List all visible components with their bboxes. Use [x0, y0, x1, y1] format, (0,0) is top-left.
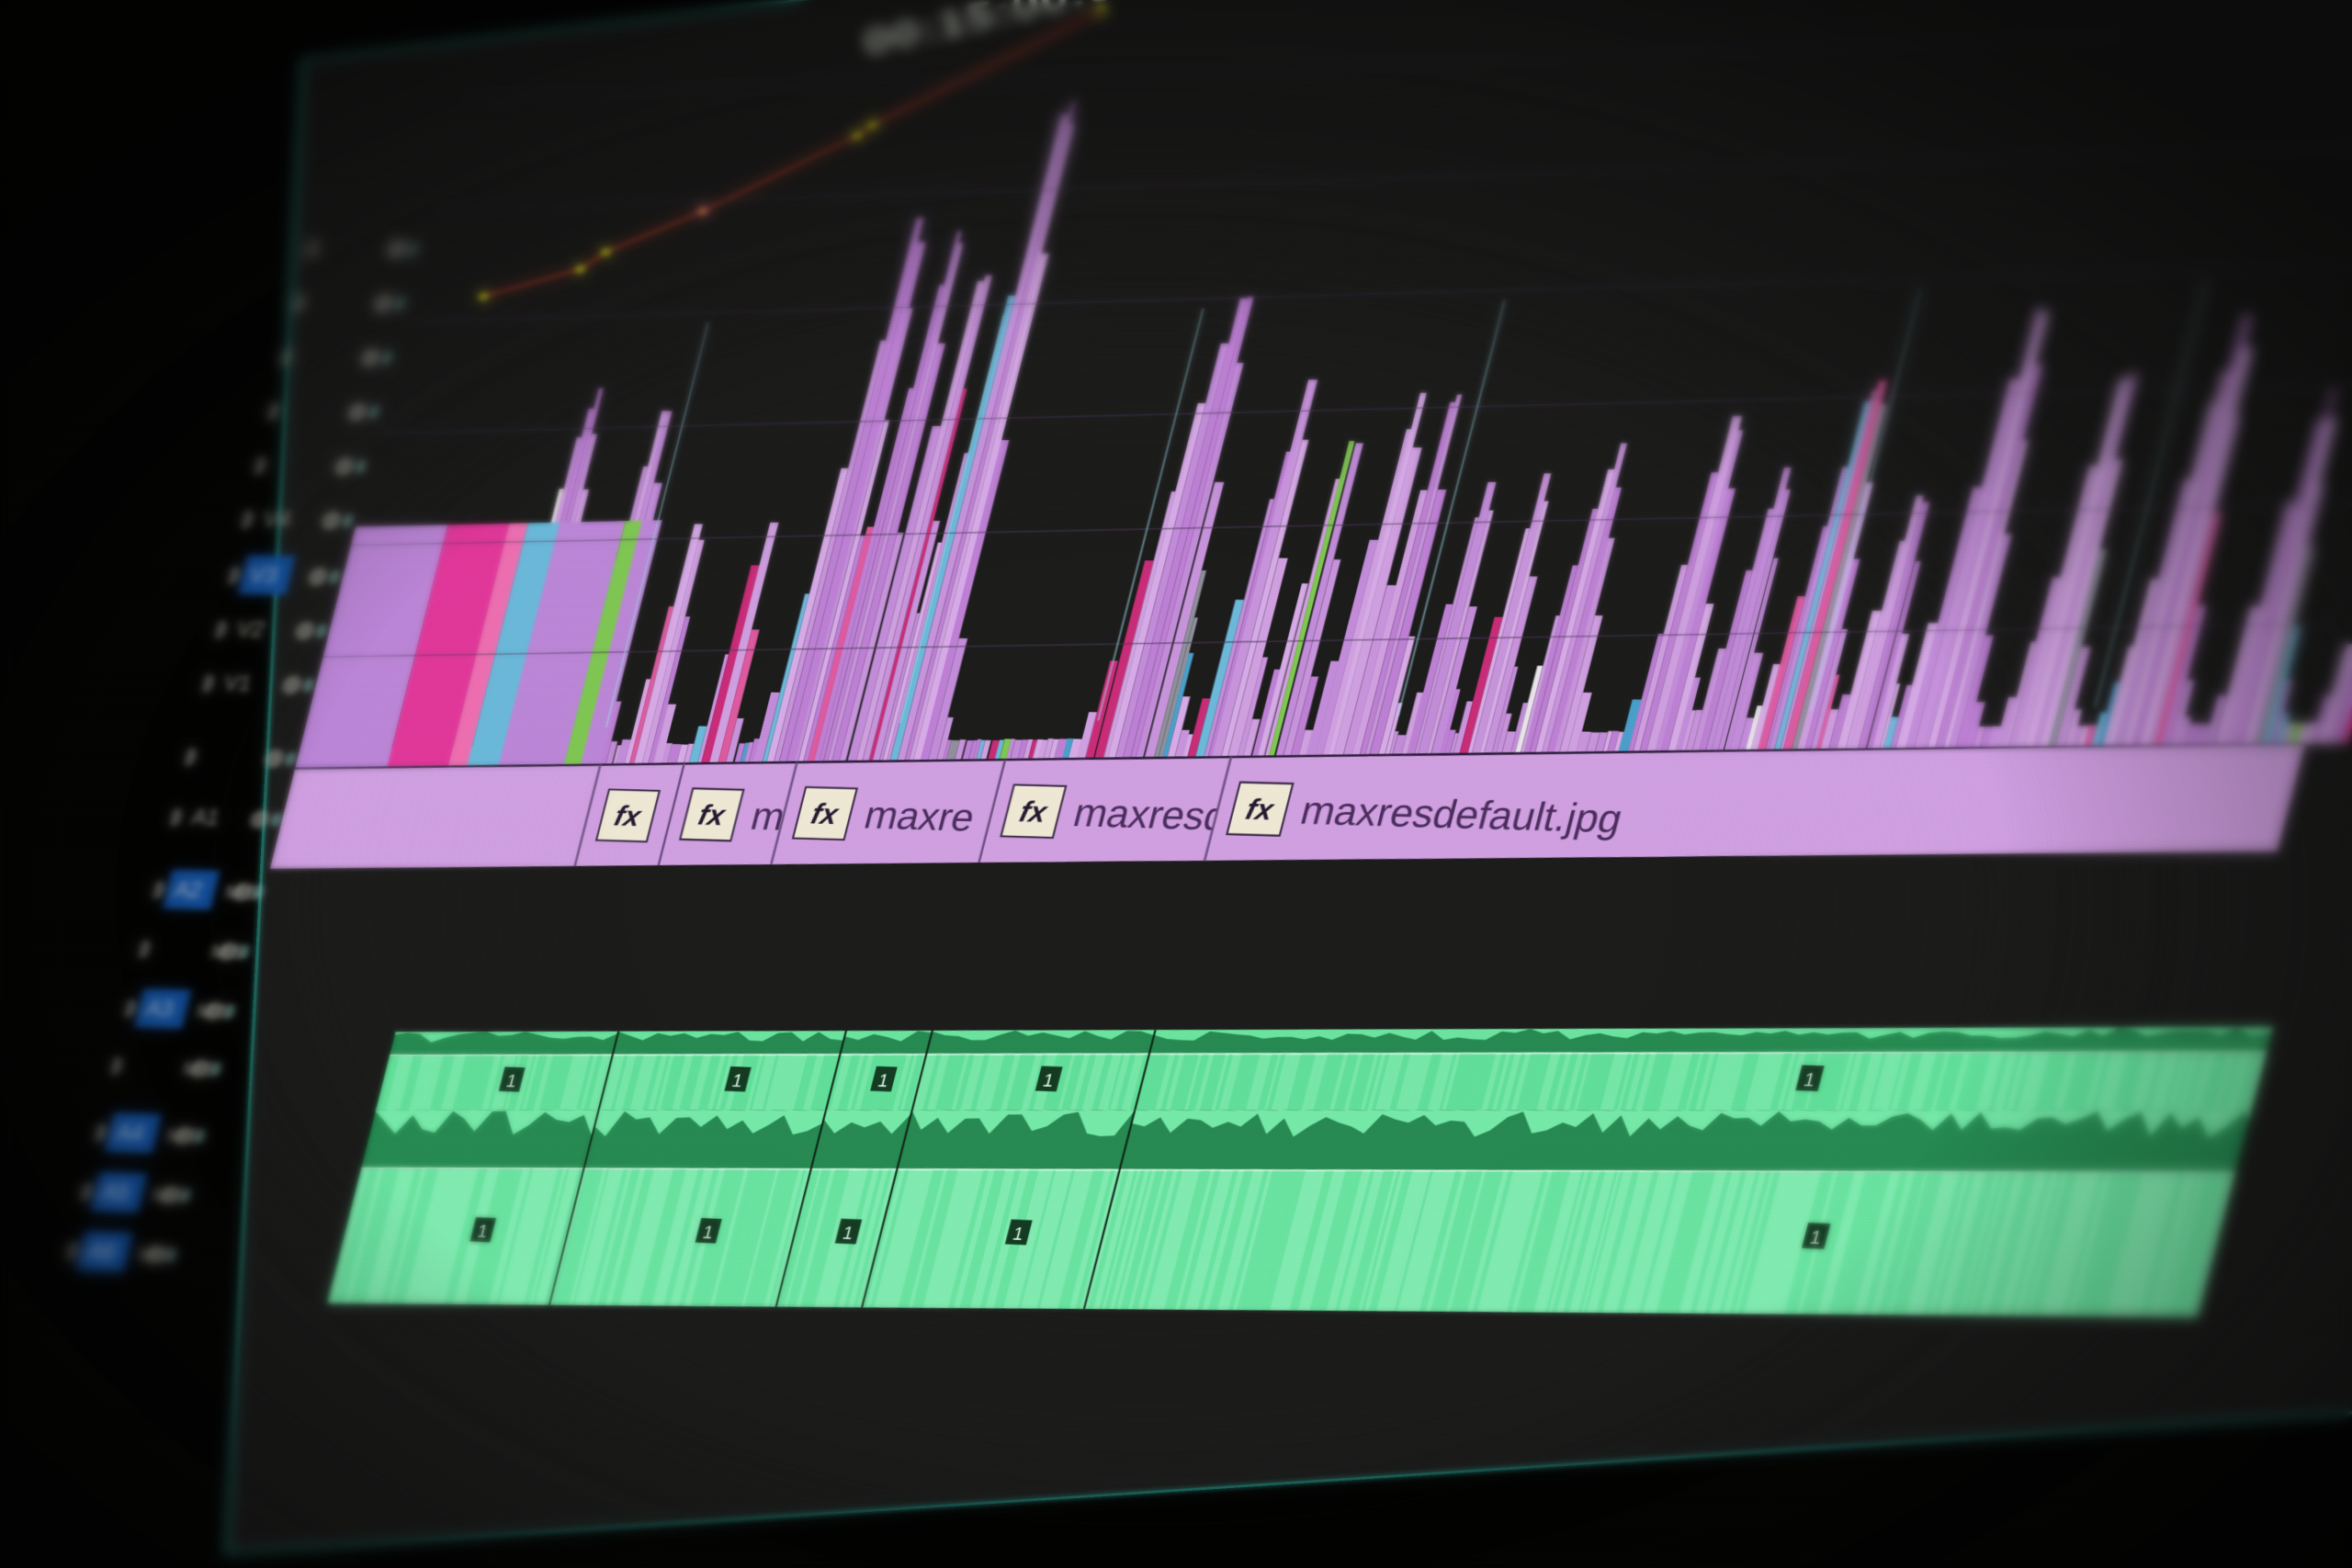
svg-text:M S: M S: [164, 1125, 202, 1146]
svg-text:M S: M S: [136, 1245, 173, 1266]
svg-text:M S: M S: [195, 1001, 232, 1022]
svg-text:V4: V4: [261, 507, 294, 532]
svg-text:maxre: maxre: [860, 793, 979, 839]
svg-text:maxresdefault.jpg: maxresdefault.jpg: [1295, 788, 1626, 841]
svg-text:M S: M S: [151, 1185, 188, 1206]
svg-text:M S: M S: [223, 882, 261, 903]
svg-text:V2: V2: [234, 616, 267, 641]
svg-text:V1: V1: [221, 671, 254, 695]
svg-text:M S: M S: [181, 1059, 219, 1080]
svg-text:M S: M S: [209, 942, 246, 963]
svg-text:A1: A1: [189, 805, 222, 830]
